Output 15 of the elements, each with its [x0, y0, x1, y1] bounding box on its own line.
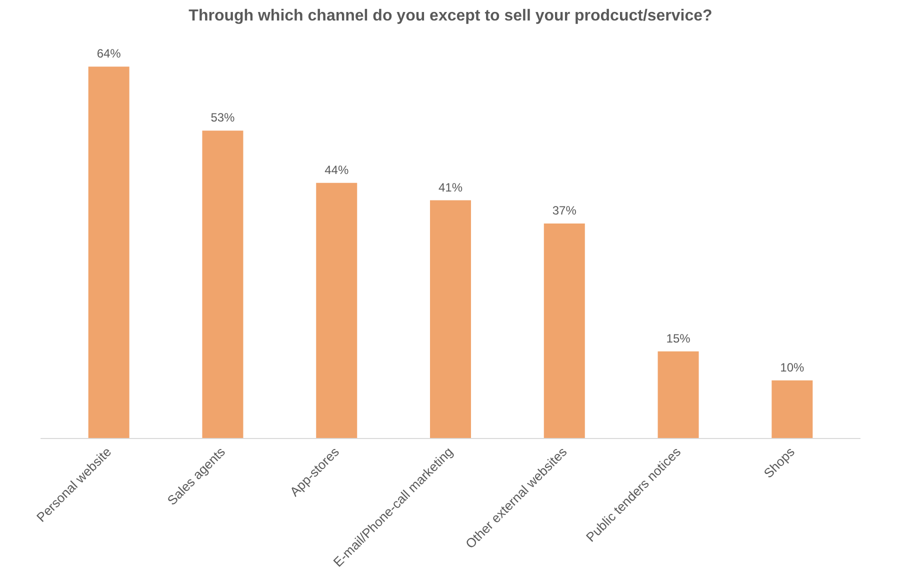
- data-label: 37%: [552, 204, 577, 218]
- data-label: 44%: [324, 162, 349, 177]
- bar: [88, 66, 130, 438]
- bar: [316, 182, 358, 438]
- chart-title: Through which channel do you except to sell your prodcuct/service?: [188, 8, 712, 24]
- data-label: 41%: [438, 180, 463, 194]
- data-label: 64%: [96, 46, 122, 61]
- bar: [430, 200, 471, 438]
- data-label: 10%: [780, 360, 805, 374]
- bar: [658, 351, 699, 438]
- data-label: 15%: [666, 331, 691, 346]
- bar: [202, 130, 244, 438]
- bar: [772, 380, 813, 438]
- data-label: 53%: [210, 110, 236, 125]
- bar: [544, 224, 585, 438]
